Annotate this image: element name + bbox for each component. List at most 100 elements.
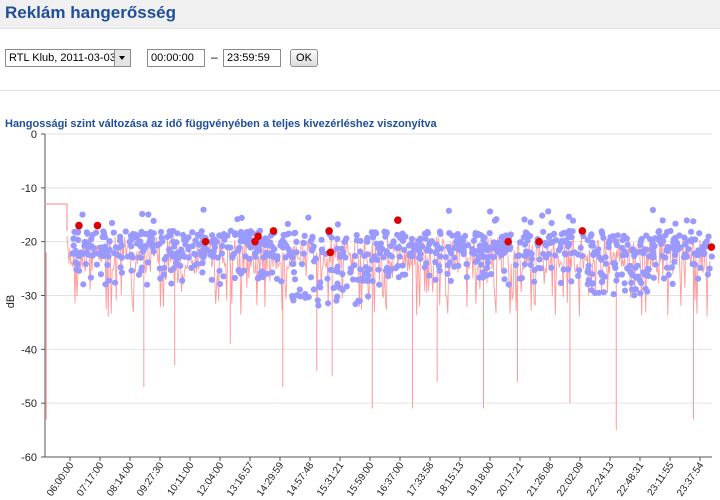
level-point (343, 283, 350, 290)
level-point (380, 254, 387, 261)
level-point (413, 246, 421, 253)
y-axis-label: dB (5, 295, 17, 308)
level-point (118, 269, 125, 276)
level-point (171, 243, 178, 250)
end-time-input[interactable]: 23:59:59 (223, 49, 281, 67)
level-point (301, 232, 308, 239)
chart-title: Hangossági szint változása az idő függvé… (5, 118, 437, 130)
level-point (76, 253, 83, 260)
level-point (157, 228, 165, 236)
level-point (126, 238, 133, 245)
level-point (659, 217, 666, 224)
level-point (167, 232, 174, 239)
level-point (432, 249, 439, 257)
level-point (178, 246, 185, 253)
level-point (569, 228, 576, 235)
level-point (650, 254, 657, 261)
level-point (170, 265, 177, 272)
level-point (118, 242, 125, 249)
level-point (569, 217, 577, 224)
page-title: Reklám hangerősség (5, 3, 177, 22)
level-point (498, 234, 505, 241)
level-point (478, 253, 485, 260)
level-point (278, 278, 285, 285)
level-point (700, 251, 707, 258)
level-point (150, 217, 157, 224)
level-point (259, 268, 266, 275)
level-point (75, 228, 82, 235)
level-point (640, 269, 647, 276)
level-point (124, 253, 131, 260)
level-point (585, 277, 592, 284)
level-point (327, 266, 334, 273)
highlight-point (254, 232, 262, 241)
level-point (671, 243, 678, 250)
level-point (89, 231, 96, 239)
x-tick-label: 17:33:58 (405, 460, 437, 499)
level-point (704, 271, 712, 278)
level-point (198, 228, 205, 235)
level-point (628, 279, 635, 286)
level-point (614, 232, 621, 239)
level-point (672, 234, 679, 241)
level-point (112, 244, 119, 251)
chevron-down-icon[interactable] (114, 50, 130, 66)
level-point (447, 277, 454, 284)
level-point (224, 232, 231, 239)
level-point (208, 276, 215, 283)
level-point (598, 228, 605, 235)
level-point (480, 237, 487, 244)
level-point (318, 236, 325, 243)
level-point (427, 248, 434, 255)
level-point (168, 280, 175, 287)
start-time-input[interactable]: 00:00:00 (147, 49, 205, 67)
level-point (104, 261, 111, 269)
level-point (291, 276, 299, 283)
x-tick-label: 15:59:00 (345, 460, 377, 499)
level-point (235, 247, 242, 254)
level-point (645, 273, 652, 280)
level-point (154, 242, 161, 249)
y-tick-label: -60 (21, 452, 37, 464)
level-point (461, 243, 468, 250)
level-point (436, 228, 443, 235)
level-point (374, 256, 381, 263)
ok-button[interactable]: OK (290, 49, 318, 67)
level-point (695, 275, 702, 282)
level-point (370, 232, 377, 239)
level-point (137, 254, 144, 261)
x-tick-label: 19:18:00 (465, 460, 497, 499)
level-point (627, 268, 634, 275)
level-point (369, 278, 376, 285)
level-point (619, 244, 626, 251)
level-point (300, 239, 307, 246)
level-point (102, 281, 109, 288)
level-point (560, 266, 567, 273)
x-tick-label: 09:27:30 (135, 460, 167, 499)
level-point (195, 241, 203, 248)
level-point (289, 295, 296, 302)
level-point (629, 246, 636, 253)
filter-controls: RTL Klub, 2011-03-03 00:00:00 – 23:59:59… (0, 49, 720, 73)
level-point (395, 243, 402, 251)
level-point (231, 274, 238, 282)
level-point (237, 228, 245, 236)
level-point (216, 267, 223, 274)
level-point (351, 262, 358, 269)
level-point (486, 230, 493, 237)
channel-date-select[interactable]: RTL Klub, 2011-03-03 (5, 49, 131, 67)
level-point (562, 251, 569, 258)
y-tick-label: -40 (21, 344, 37, 356)
highlight-point (93, 221, 102, 230)
level-point (445, 207, 452, 214)
level-point (260, 254, 267, 261)
level-point (545, 234, 553, 241)
level-point (627, 262, 634, 269)
level-point (437, 253, 444, 260)
level-point (139, 210, 146, 218)
level-point (660, 237, 667, 244)
level-point (598, 278, 606, 286)
x-tick-label: 14:29:59 (255, 460, 287, 499)
level-point (256, 274, 263, 281)
